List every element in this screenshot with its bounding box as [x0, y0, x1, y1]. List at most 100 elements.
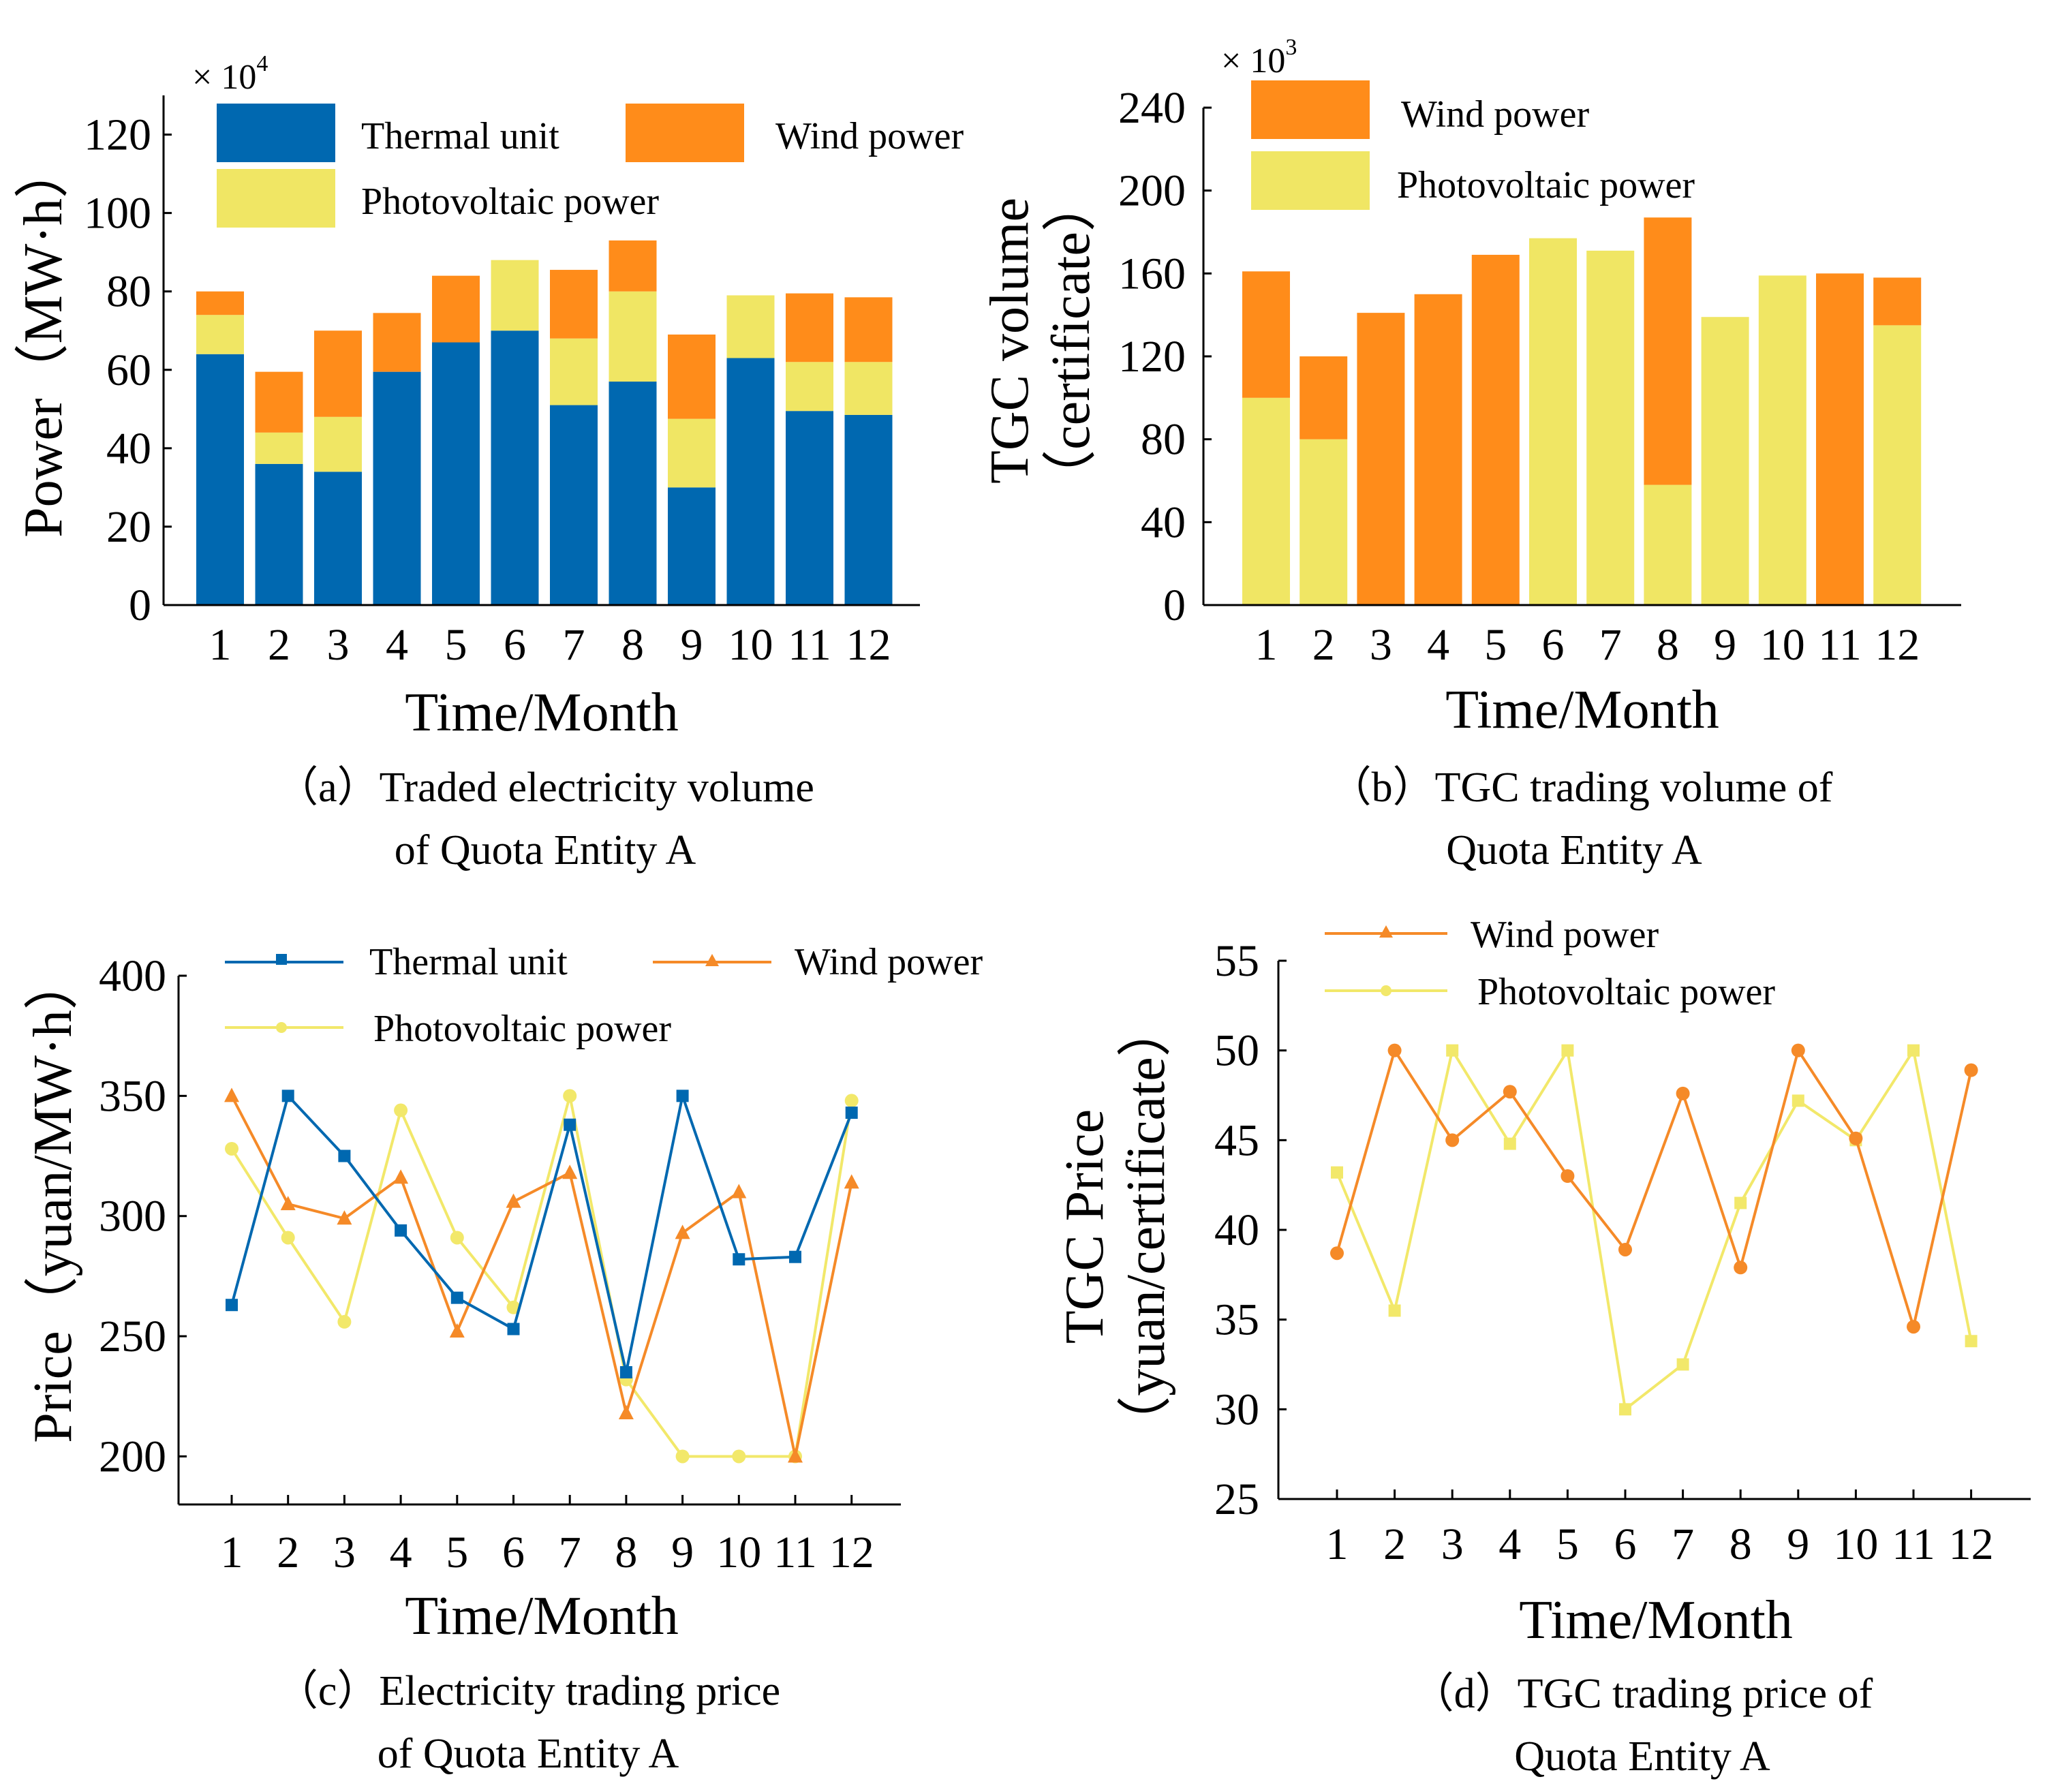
y-tick-label: 120: [84, 110, 151, 160]
bar-wind-power-month-1: [1242, 271, 1290, 398]
legend-label-pv: Photovoltaic power: [373, 1008, 671, 1050]
point-wind-power-month-10: [731, 1184, 747, 1199]
x-axis-label: Time/Month: [405, 1586, 679, 1646]
bar-photovoltaic-power-month-8: [1644, 484, 1692, 605]
y-tick-label: 100: [84, 189, 151, 238]
x-tick-label: 6: [504, 620, 526, 670]
series-line-thermal-unit: [230, 1090, 853, 1373]
legend-marker-pv: [276, 1022, 287, 1033]
point-photovoltaic-power-month-7: [1676, 1358, 1689, 1371]
y-tick-label: 25: [1214, 1474, 1259, 1524]
point-wind-power-month-5: [1560, 1169, 1575, 1183]
x-tick-label: 2: [1383, 1519, 1406, 1569]
bar-wind-power-month-4: [373, 313, 421, 372]
x-tick-label: 4: [390, 1528, 412, 1577]
x-axis-label: Time/Month: [1445, 680, 1719, 740]
x-tick-label: 11: [788, 620, 831, 670]
bar-photovoltaic-power-month-7: [550, 338, 598, 405]
x-tick-label: 2: [268, 620, 290, 670]
x-tick-label: 9: [1787, 1519, 1809, 1569]
x-tick-label: 8: [1657, 620, 1679, 670]
point-wind-power-month-9: [1791, 1043, 1805, 1057]
x-tick-label: 3: [333, 1528, 356, 1577]
legend-label-pv: Photovoltaic power: [361, 181, 659, 223]
series-line-wind-power: [1336, 1047, 1973, 1333]
legend-swatch-wind: [626, 104, 744, 162]
point-wind-power-month-1: [224, 1087, 239, 1102]
legend-label-thermal: Thermal unit: [369, 941, 568, 983]
y-tick-label: 20: [106, 502, 151, 552]
point-thermal-unit-month-3: [338, 1149, 351, 1162]
y-tick-label: 40: [1214, 1205, 1259, 1255]
point-wind-power-month-4: [1503, 1085, 1517, 1099]
bar-thermal-unit-month-8: [609, 382, 657, 605]
legend-label-wind: Wind power: [1401, 93, 1589, 136]
x-tick-label: 9: [671, 1528, 694, 1577]
bar-wind-power-month-3: [1357, 313, 1405, 605]
bar-photovoltaic-power-month-9: [1701, 317, 1749, 605]
series-line-wind-power: [230, 1095, 853, 1457]
bar-photovoltaic-power-month-2: [1300, 439, 1348, 605]
x-tick-label: 11: [1818, 620, 1862, 670]
bar-thermal-unit-month-6: [491, 330, 539, 605]
bar-wind-power-month-5: [432, 275, 480, 343]
x-tick-label: 9: [681, 620, 703, 670]
y-tick-label: 60: [106, 345, 151, 395]
bar-wind-power-month-9: [668, 334, 716, 419]
legend: Wind power Photovoltaic power: [1325, 914, 1775, 1013]
point-photovoltaic-power-month-9: [675, 1449, 690, 1464]
point-wind-power-month-12: [844, 1174, 859, 1189]
x-tick-label: 11: [773, 1528, 817, 1577]
point-photovoltaic-power-month-3: [337, 1314, 352, 1329]
point-photovoltaic-power-month-12: [844, 1094, 859, 1108]
point-photovoltaic-power-month-9: [1792, 1094, 1804, 1107]
bar-wind-power-month-11: [786, 293, 833, 362]
bar-thermal-unit-month-12: [844, 414, 893, 605]
x-tick-label: 12: [846, 620, 891, 670]
bar-photovoltaic-power-month-8: [609, 291, 657, 382]
bar-photovoltaic-power-month-6: [1529, 238, 1577, 605]
bar-wind-power-month-1: [196, 291, 244, 315]
x-tick-label: 8: [621, 620, 644, 670]
point-thermal-unit-month-12: [845, 1107, 858, 1119]
point-wind-power-month-7: [562, 1164, 578, 1179]
bar-photovoltaic-power-month-12: [844, 362, 893, 415]
x-tick-label: 1: [209, 620, 232, 670]
y-tick-label: 400: [99, 951, 166, 1001]
x-tick-label: 1: [221, 1528, 243, 1577]
point-thermal-unit-month-4: [395, 1224, 408, 1237]
caption-line-1: （d）TGC trading price of: [1412, 1671, 1873, 1717]
legend-label-wind: Wind power: [795, 941, 983, 983]
legend-swatch-wind: [1251, 80, 1370, 139]
point-photovoltaic-power-month-2: [1388, 1304, 1401, 1317]
bar-wind-power-month-8: [1644, 217, 1692, 485]
point-wind-power-month-2: [280, 1196, 296, 1211]
point-wind-power-month-11: [1907, 1320, 1920, 1334]
y-tick-label: 160: [1118, 249, 1186, 298]
x-tick-label: 4: [1498, 1519, 1521, 1569]
y-tick-labels: 0 40 80 120 160 200 240: [1118, 83, 1212, 630]
legend-swatch-pv: [217, 169, 335, 228]
legend-swatch-thermal: [217, 104, 335, 162]
bar-photovoltaic-power-month-11: [786, 362, 833, 412]
x-tick-label: 1: [1326, 1519, 1349, 1569]
x-tick-label: 1: [1255, 620, 1278, 670]
point-wind-power-month-6: [506, 1193, 521, 1208]
point-photovoltaic-power-month-8: [1734, 1196, 1747, 1209]
point-wind-power-month-7: [1676, 1086, 1690, 1100]
point-wind-power-month-10: [1849, 1131, 1863, 1145]
legend-marker-thermal: [276, 954, 287, 965]
bar-wind-power-month-12: [1873, 277, 1922, 326]
y-tick-label: 30: [1214, 1385, 1259, 1434]
y-multiplier: × 103: [1221, 35, 1297, 80]
point-wind-power-month-1: [1330, 1246, 1344, 1261]
bar-thermal-unit-month-10: [726, 358, 775, 605]
point-photovoltaic-power-month-1: [225, 1141, 239, 1156]
bar-wind-power-month-3: [314, 330, 362, 417]
point-photovoltaic-power-month-4: [1503, 1137, 1516, 1150]
caption-line-2: of Quota Entity A: [395, 827, 696, 874]
y-tick-label: 50: [1214, 1026, 1259, 1076]
caption-line-2: of Quota Entity A: [378, 1731, 679, 1777]
